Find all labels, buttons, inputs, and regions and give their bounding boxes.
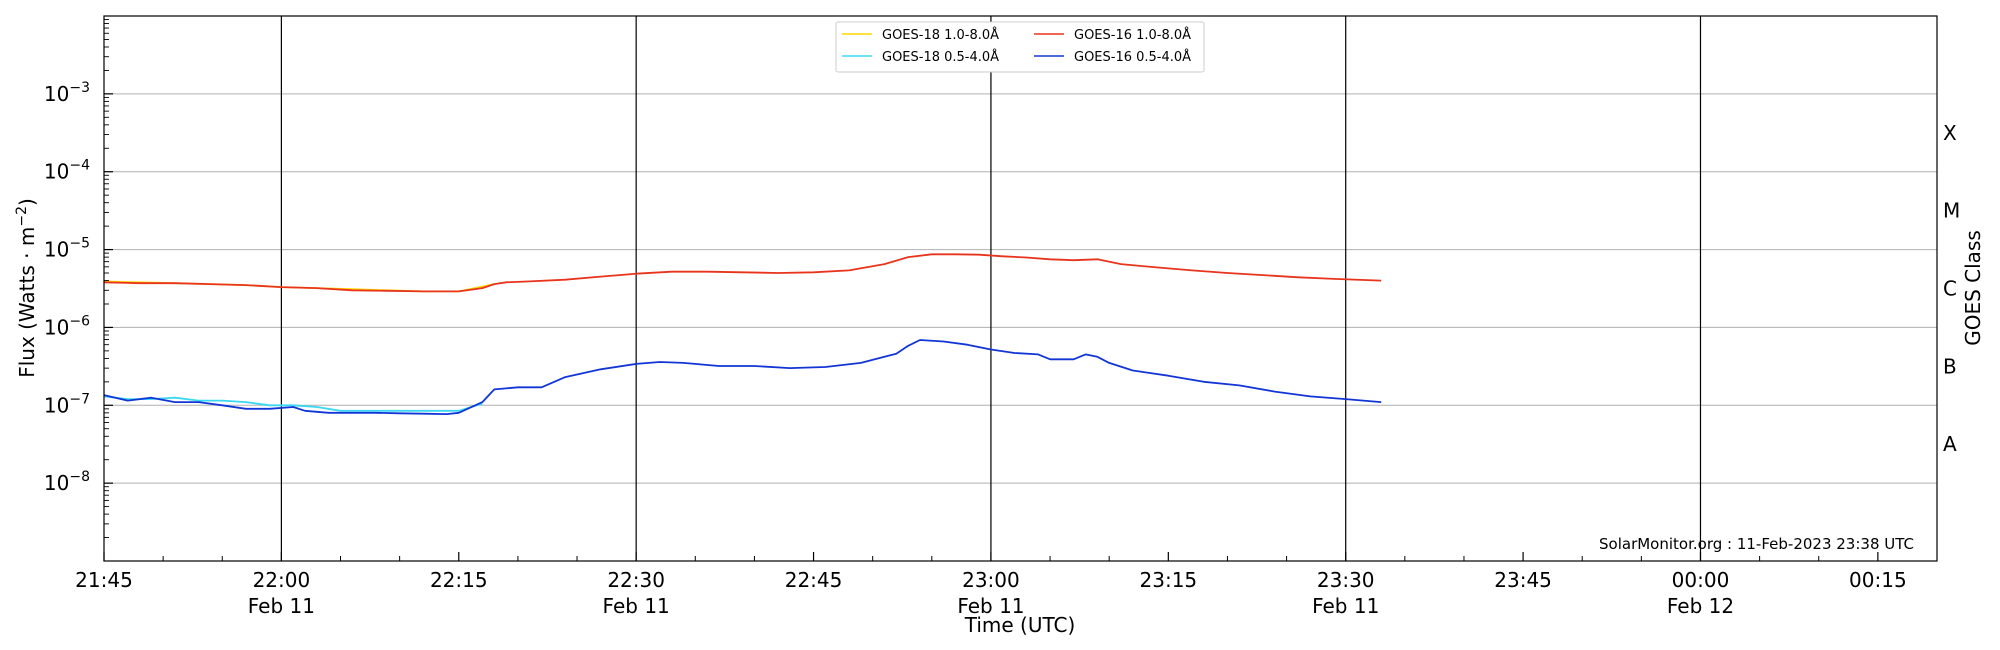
goes-class-axis: A B C M X (1943, 121, 1960, 456)
legend-label: GOES-18 0.5-4.0Å (882, 49, 999, 65)
y-axis-title: Flux (Watts · m−2) (14, 198, 39, 378)
x-tick-date-label: Feb 11 (248, 594, 315, 618)
x-tick-label: 00:00 (1672, 568, 1730, 592)
x-tick-date-label: Feb 11 (957, 594, 1024, 618)
x-tick-date-label: Feb 11 (603, 594, 670, 618)
x-tick-label: 23:15 (1140, 568, 1198, 592)
goes-class-label: B (1943, 354, 1957, 378)
x-tick-label: 23:45 (1494, 568, 1552, 592)
y-tick-label: 10−6 (44, 313, 90, 339)
plot-frame (103, 15, 1938, 562)
x-tick-label: 23:00 (962, 568, 1020, 592)
goes-class-label: M (1943, 199, 1960, 223)
x-tick-label: 21:45 (75, 568, 133, 592)
credit-text: SolarMonitor.org : 11-Feb-2023 23:38 UTC (1599, 535, 1914, 553)
y-tick-label: 10−7 (44, 391, 90, 417)
y-tick-label: 10−4 (44, 158, 90, 184)
y-axis-title-close: ) (15, 198, 39, 206)
x-tick-date-label: Feb 12 (1667, 594, 1734, 618)
goes-class-label: C (1943, 277, 1957, 301)
x-tick-label: 22:15 (430, 568, 488, 592)
y-tick-label: 10−5 (44, 236, 90, 262)
series-line (103, 339, 1382, 416)
x-tick-label: 22:00 (253, 568, 311, 592)
goes-class-label: A (1943, 432, 1957, 456)
legend-label: GOES-16 0.5-4.0Å (1074, 49, 1191, 65)
y-tick-label: 10−8 (44, 469, 90, 495)
series-layer (103, 253, 1382, 416)
vertical-lines (280, 16, 1702, 561)
y-axis-title-main: Flux (Watts · m (15, 227, 39, 378)
x-tick-label: 23:30 (1317, 568, 1375, 592)
x-tick-label: 22:45 (785, 568, 843, 592)
y-axis-title-exponent: −2 (14, 206, 30, 227)
x-tick-date-label: Feb 11 (1312, 594, 1379, 618)
series-line (103, 395, 483, 412)
grid-layer (104, 93, 1937, 484)
x-axis-title: Time (UTC) (964, 613, 1076, 637)
legend-label: GOES-18 1.0-8.0Å (882, 27, 999, 43)
x-tick-label: 00:15 (1849, 568, 1907, 592)
series-line (103, 253, 1382, 293)
legend-label: GOES-16 1.0-8.0Å (1074, 27, 1191, 43)
y-axis: 10−8 10−7 10−6 10−5 10−4 10−3 (44, 19, 113, 539)
legend-box (835, 21, 1205, 73)
goes-class-axis-title: GOES Class (1961, 230, 1985, 346)
y-tick-label: 10−3 (44, 80, 90, 106)
legend: GOES-18 1.0-8.0Å GOES-18 0.5-4.0Å GOES-16 … (835, 21, 1205, 73)
x-tick-label: 22:30 (607, 568, 665, 592)
goes-class-label: X (1943, 121, 1957, 145)
